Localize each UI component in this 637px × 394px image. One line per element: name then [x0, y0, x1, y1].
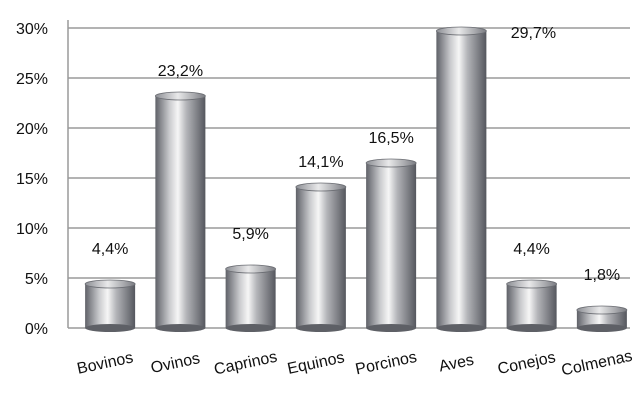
bar-porcinos [365, 158, 417, 332]
data-label: 29,7% [511, 25, 556, 42]
bar-equinos [295, 182, 347, 332]
bar-cap [225, 264, 277, 274]
bar-body [436, 31, 487, 328]
bar-cap [365, 158, 417, 168]
x-tick-label: Caprinos [213, 349, 279, 379]
x-axis: Bovinos Ovinos Caprinos Equinos Porcinos Aves… [76, 348, 634, 380]
data-label: 5,9% [232, 226, 268, 243]
bar-cap [576, 305, 628, 315]
bar-base [366, 324, 417, 332]
y-tick-label: 20% [16, 121, 48, 138]
bar-base [436, 324, 487, 332]
bar-bovinos [84, 279, 136, 332]
bar-base [295, 324, 346, 332]
bar-base [576, 324, 627, 332]
x-tick-label: Equinos [286, 349, 346, 378]
bar-body [85, 284, 136, 328]
bar-body [225, 269, 276, 328]
y-tick-label: 10% [16, 221, 48, 238]
x-tick-label: Porcinos [354, 349, 418, 379]
bar-base [155, 324, 206, 332]
bar-cap [435, 26, 487, 36]
y-tick-label: 15% [16, 171, 48, 188]
bar-body [295, 187, 346, 328]
bars [84, 26, 628, 332]
data-label: 14,1% [298, 154, 343, 171]
bar-cap [84, 279, 136, 289]
y-axis: 0% 5% 10% 15% 20% 25% 30% [16, 20, 69, 338]
x-tick-label: Bovinos [76, 349, 135, 377]
bar-body [506, 284, 557, 328]
bar-cap [295, 182, 347, 192]
bar-body [366, 163, 417, 328]
x-tick-label: Ovinos [149, 350, 201, 377]
y-tick-label: 0% [25, 321, 48, 338]
data-label: 1,8% [584, 267, 620, 284]
x-tick-label: Aves [437, 352, 475, 376]
bar-body [576, 310, 627, 328]
bar-colmenas [576, 305, 628, 332]
y-tick-label: 5% [25, 271, 48, 288]
data-label: 16,5% [368, 130, 413, 147]
bar-body [155, 96, 206, 328]
bar-cap [154, 91, 206, 101]
bar-caprinos [225, 264, 277, 332]
bar-ovinos [154, 91, 206, 332]
x-tick-label: Colmenas [560, 348, 634, 380]
data-label: 4,4% [92, 241, 128, 258]
bar-aves [435, 26, 487, 332]
y-tick-label: 30% [16, 21, 48, 38]
bar-base [506, 324, 557, 332]
data-label: 4,4% [513, 241, 549, 258]
bar-cap [506, 279, 558, 289]
data-label: 23,2% [158, 63, 203, 80]
bar-conejos [506, 279, 558, 332]
bar-base [225, 324, 276, 332]
y-tick-label: 25% [16, 71, 48, 88]
x-tick-label: Conejos [496, 349, 557, 378]
data-labels: 4,4% 23,2% 5,9% 14,1% 16,5% 29,7% 4,4% 1,8% [92, 25, 620, 284]
bar-base [85, 324, 136, 332]
